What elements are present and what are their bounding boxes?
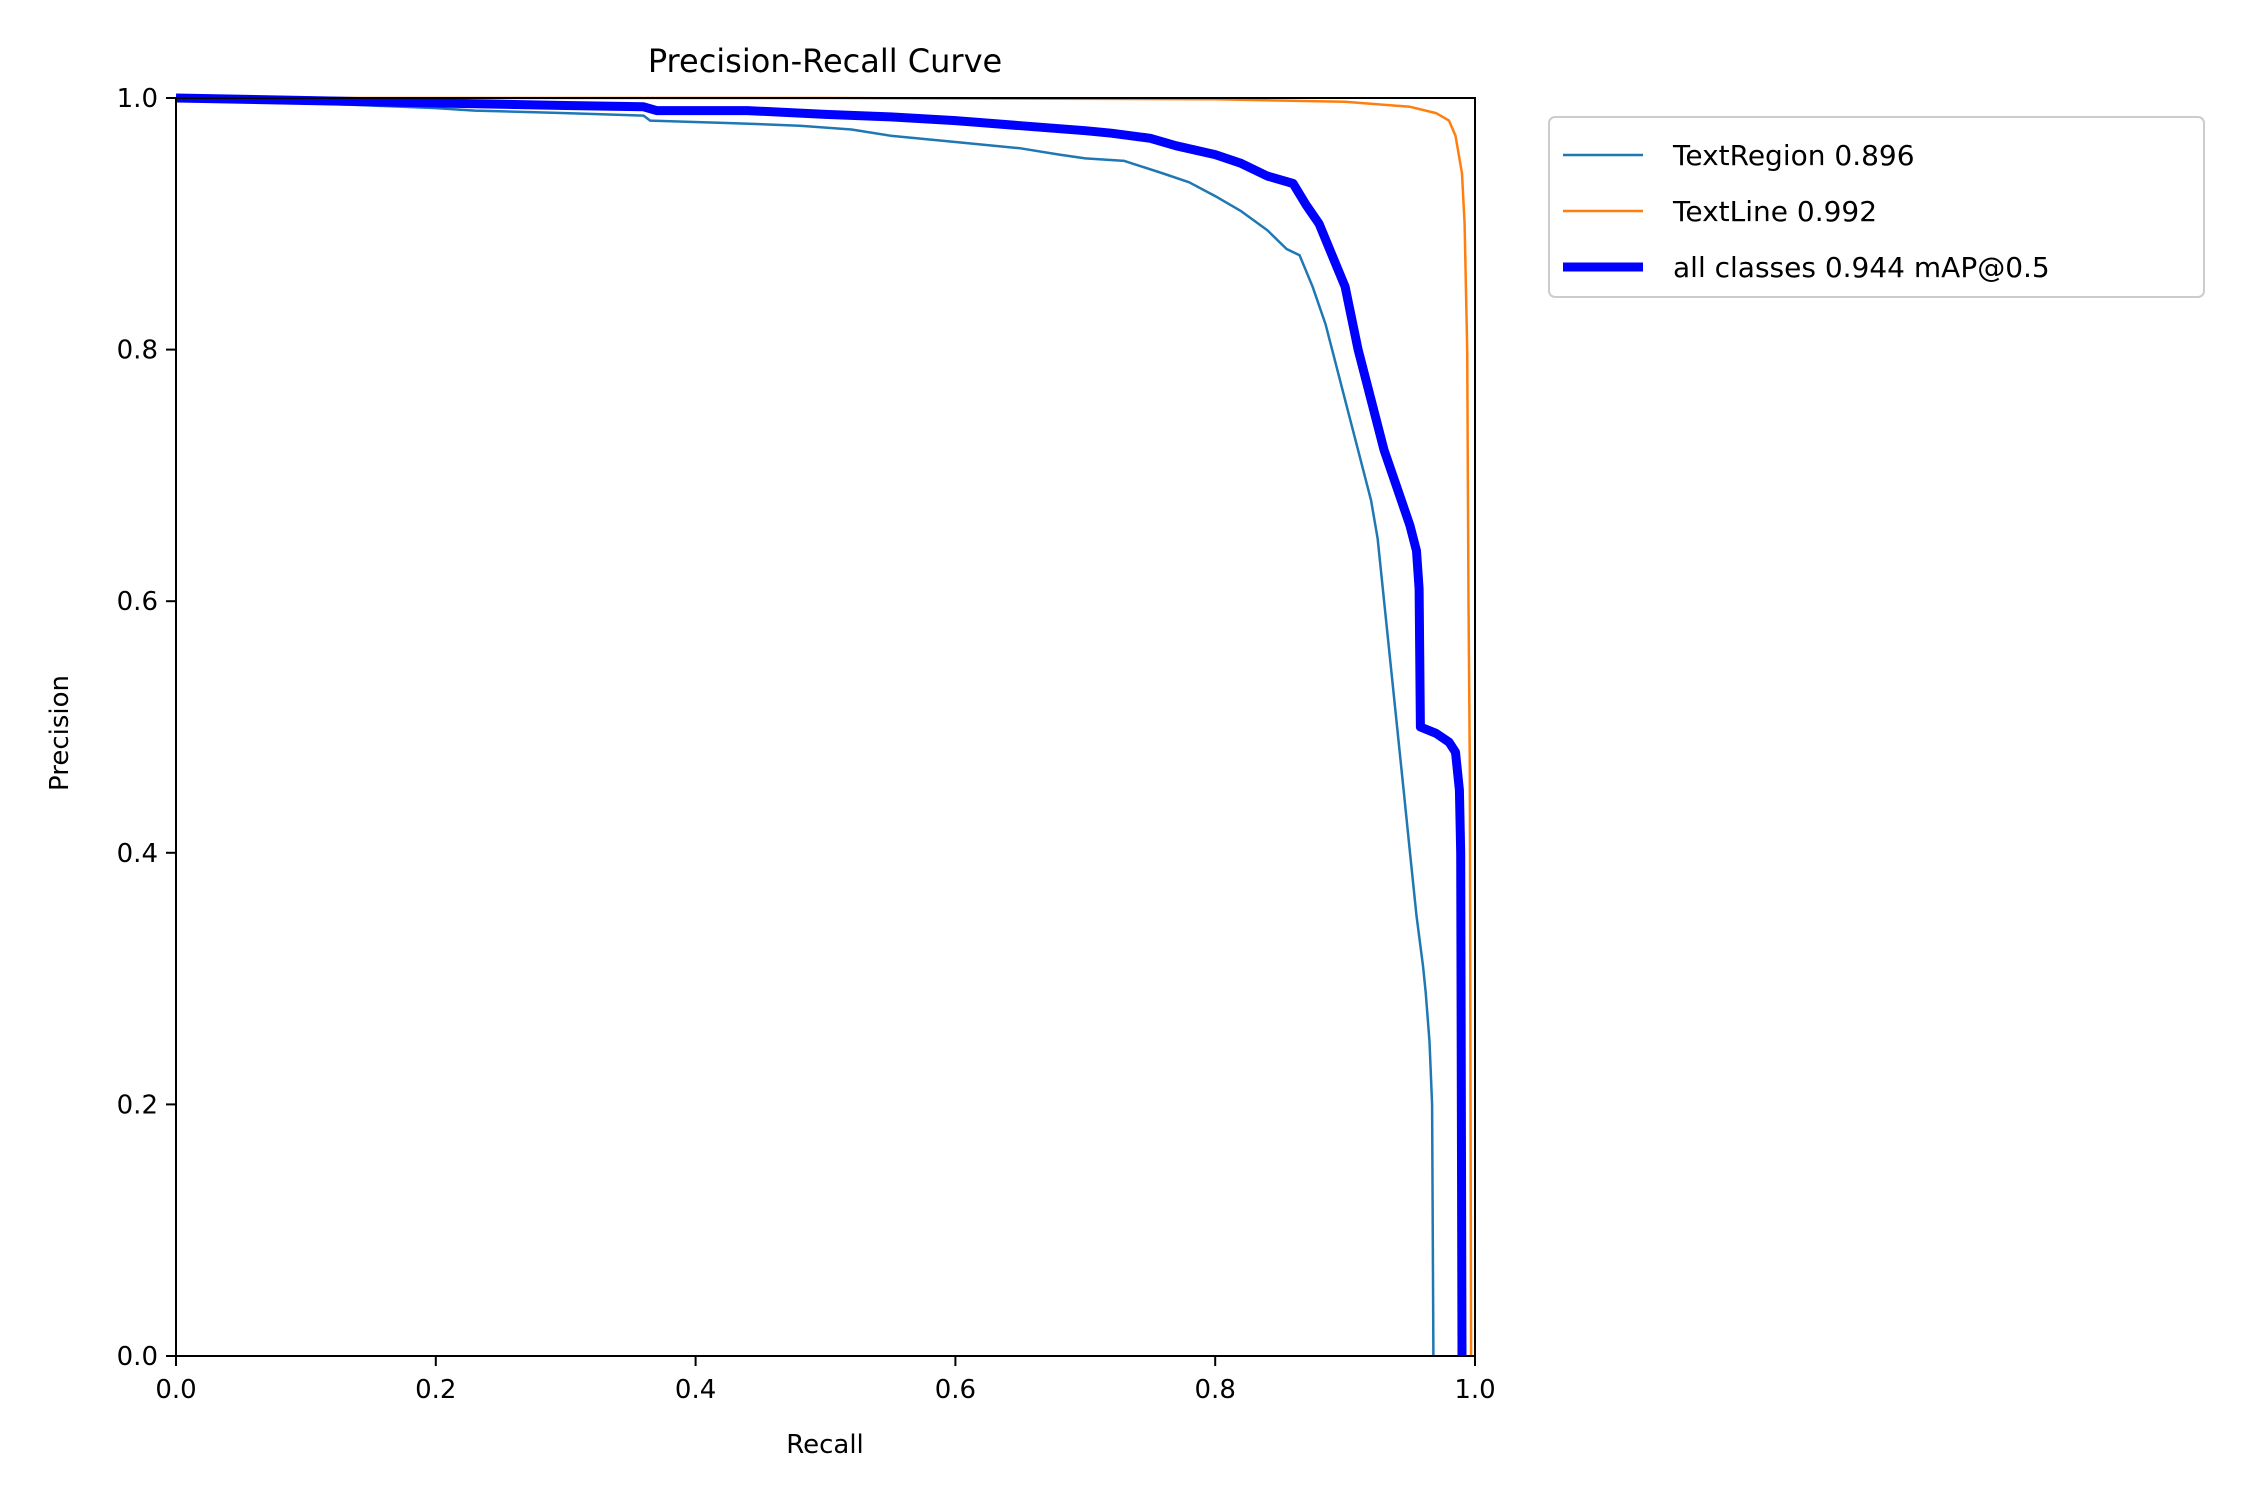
y-tick-label: 0.2 xyxy=(117,1090,158,1120)
y-tick-label: 0.4 xyxy=(117,839,158,869)
x-tick-label: 0.0 xyxy=(155,1375,196,1405)
x-tick-label: 1.0 xyxy=(1454,1375,1495,1405)
legend-box xyxy=(1548,116,2205,298)
series-line-2 xyxy=(175,93,1467,1357)
y-tick-label: 0.8 xyxy=(117,336,158,366)
series-line-1 xyxy=(176,96,1473,1357)
legend: TextRegion 0.896 TextLine 0.992 all classe… xyxy=(1548,116,2205,298)
legend-label-0: TextRegion 0.896 xyxy=(1672,139,1915,172)
chart-title: Precision-Recall Curve xyxy=(648,42,1002,80)
legend-label-1: TextLine 0.992 xyxy=(1672,195,1877,228)
x-tick-label: 0.2 xyxy=(415,1375,456,1405)
y-tick-label: 1.0 xyxy=(117,84,158,114)
y-tick-label: 0.0 xyxy=(117,1342,158,1372)
legend-label-2: all classes 0.944 mAP@0.5 xyxy=(1673,251,2050,284)
axes-frame xyxy=(175,97,1476,1357)
x-tick-label: 0.6 xyxy=(935,1375,976,1405)
y-tick-label: 0.6 xyxy=(117,587,158,617)
x-axis-label: Recall xyxy=(786,1430,864,1460)
y-axis-label: Precision xyxy=(45,675,75,791)
x-tick-label: 0.4 xyxy=(675,1375,716,1405)
series-line-0 xyxy=(175,96,1435,1357)
x-tick-label: 0.8 xyxy=(1195,1375,1236,1405)
plot-area: 0.0 0.2 0.4 0.6 0.8 1.0 0.0 0.2 0.4 0.6 0.8 1.0 xyxy=(117,84,1496,1405)
